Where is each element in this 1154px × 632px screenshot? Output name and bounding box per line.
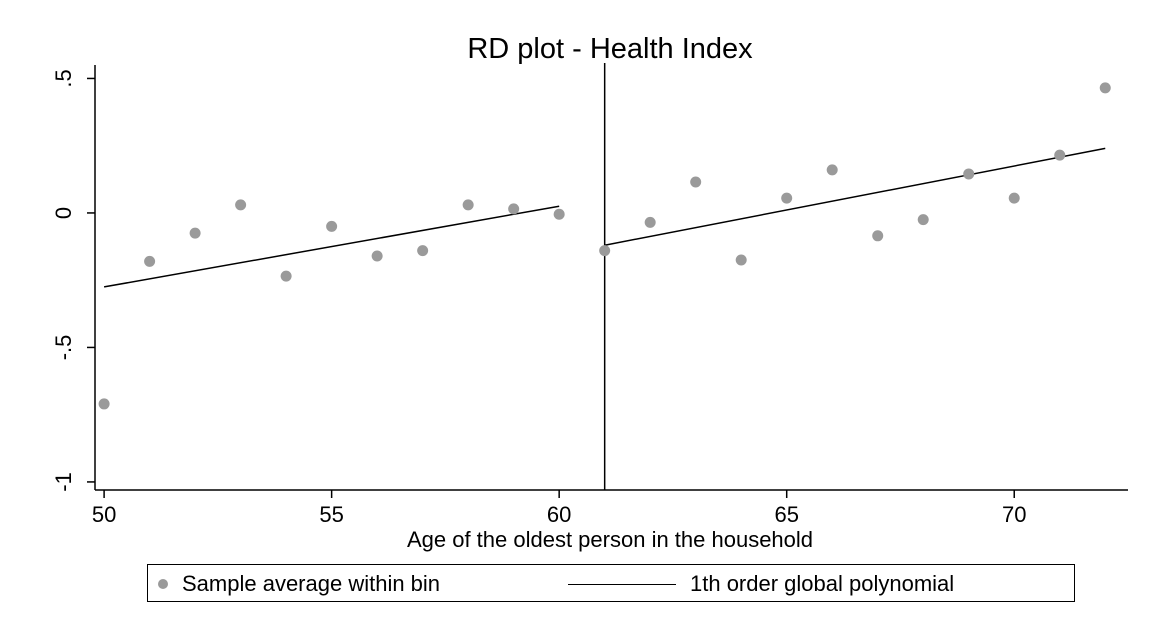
bin-average-point — [1054, 149, 1066, 161]
y-tick-label: -1 — [51, 472, 76, 492]
bin-average-point — [235, 199, 247, 211]
bin-average-point — [417, 245, 429, 257]
bin-average-point — [781, 192, 793, 204]
legend-label-line: 1th order global polynomial — [690, 571, 955, 596]
bin-average-point — [917, 214, 929, 226]
y-tick-label: 0 — [51, 207, 76, 219]
chart-title: RD plot - Health Index — [467, 33, 753, 65]
bin-average-point — [599, 245, 611, 257]
bin-average-point — [462, 199, 474, 211]
bin-average-point — [872, 230, 884, 242]
x-tick-label: 55 — [319, 502, 343, 527]
bin-average-point — [644, 216, 656, 228]
y-tick-label: .5 — [51, 69, 76, 87]
bin-average-point — [98, 398, 110, 410]
legend-item-line: 1th order global polynomial — [568, 571, 954, 597]
legend-item-scatter: Sample average within bin — [158, 571, 440, 597]
bin-average-point — [826, 164, 838, 176]
bin-average-point — [690, 176, 702, 188]
fit-line-segment — [604, 147, 1106, 246]
x-axis-label: Age of the oldest person in the househol… — [407, 527, 813, 552]
bin-average-point — [280, 270, 292, 282]
legend-line-icon — [568, 583, 676, 585]
bin-average-point — [735, 254, 747, 266]
legend-label-scatter: Sample average within bin — [182, 571, 441, 596]
y-tick-label: -.5 — [51, 335, 76, 361]
x-tick-label: 70 — [1002, 502, 1026, 527]
bin-average-point — [1099, 82, 1111, 94]
bin-average-point — [371, 250, 383, 262]
x-tick-label: 65 — [774, 502, 798, 527]
bin-average-point — [1008, 192, 1020, 204]
bin-average-point — [326, 220, 338, 232]
bin-average-point — [963, 168, 975, 180]
fit-line-segment — [103, 205, 560, 288]
legend: Sample average within bin 1th order glob… — [147, 564, 1075, 602]
bin-average-point — [189, 227, 201, 239]
axes: 50 55 60 65 70 .5 0 -.5 -1 — [51, 65, 1128, 527]
bin-average-point — [144, 255, 156, 267]
x-tick-label: 60 — [547, 502, 571, 527]
x-tick-label: 50 — [92, 502, 116, 527]
bin-average-point — [553, 208, 565, 220]
legend-dot-icon — [158, 579, 168, 589]
plot-marks — [98, 63, 1111, 490]
bin-average-point — [508, 203, 520, 215]
